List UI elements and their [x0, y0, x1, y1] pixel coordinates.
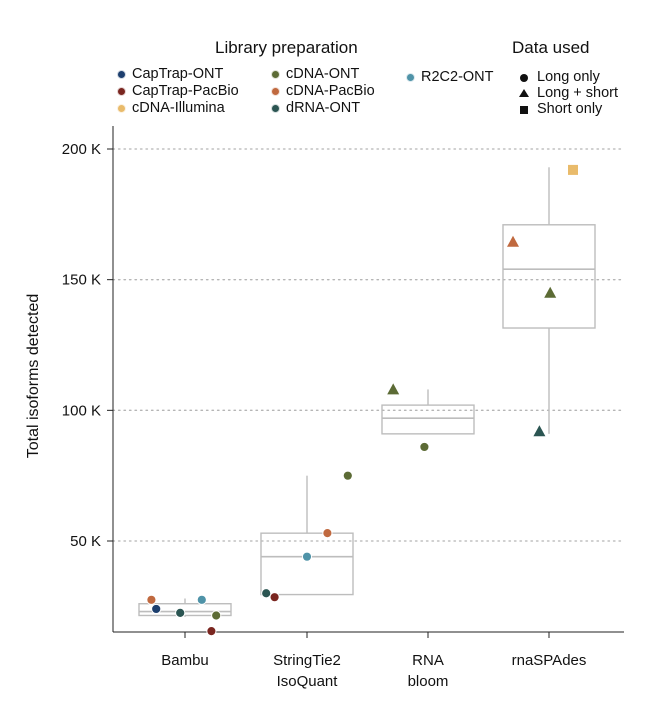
legend-marker [117, 69, 126, 79]
point-cdna-ont [387, 383, 400, 395]
x-tick-label: StringTie2 [273, 652, 341, 669]
legend-item-square: Short only [518, 101, 602, 117]
x-tick-label: IsoQuant [277, 673, 339, 690]
legend-item-cdna-ont: cDNA-ONT [271, 66, 359, 82]
legend-item-cdna-pacbio: cDNA-PacBio [271, 83, 375, 99]
axes: 50 K 100 K 150 K 200 K Bambu StringTie2 IsoQua… [62, 126, 624, 690]
point-drna-ont [533, 425, 546, 437]
point-cdna-illumina [568, 164, 578, 175]
legend-marker [117, 103, 126, 113]
legend-item-captrap-pacbio: CapTrap-PacBio [117, 83, 239, 99]
x-tick-label: rnaSPAdes [512, 652, 587, 669]
point-cdna-ont [211, 610, 222, 621]
legend-item-triangle: Long + short [518, 85, 618, 101]
boxes [138, 167, 596, 617]
legend-item-captrap-ont: CapTrap-ONT [117, 66, 223, 82]
x-tick-label: RNA [412, 652, 444, 669]
points [146, 164, 578, 637]
point-cdna-pacbio [322, 528, 333, 539]
triangle-icon [518, 87, 532, 99]
legend-label: Short only [537, 101, 603, 117]
point-captrap-pacbio [269, 592, 280, 603]
legend-label: cDNA-ONT [286, 66, 360, 82]
point-cdna-ont [544, 286, 557, 298]
point-r2c2-ont [301, 551, 313, 562]
data-legend-title: Data used [512, 38, 590, 57]
box-iqr [260, 532, 354, 596]
legend-label: R2C2-ONT [421, 69, 494, 85]
legend-label: CapTrap-PacBio [132, 83, 239, 99]
legend-label: Long only [537, 69, 600, 85]
point-r2c2-ont [196, 594, 207, 605]
box-1 [260, 475, 354, 596]
point-cdna-ont [342, 470, 353, 481]
legend-label: dRNA-ONT [286, 100, 361, 116]
y-tick-label: 50 K [70, 533, 101, 550]
legend-label: Long + short [537, 85, 619, 101]
point-drna-ont [175, 607, 186, 618]
legend-marker [271, 69, 280, 79]
y-tick-label: 200 K [62, 141, 101, 158]
square-icon [518, 103, 532, 115]
point-captrap-pacbio [206, 626, 217, 637]
legend-marker [406, 72, 415, 82]
box-iqr [381, 404, 475, 435]
legend-marker [117, 86, 126, 96]
circle-icon [518, 71, 532, 83]
library-legend-title: Library preparation [215, 38, 358, 57]
point-cdna-pacbio [507, 235, 519, 247]
box-iqr [138, 603, 232, 617]
point-cdna-ont [419, 441, 430, 453]
point-captrap-ont [151, 603, 162, 615]
legend-item-drna-ont: dRNA-ONT [271, 100, 360, 116]
legend-item-circle: Long only [518, 69, 600, 85]
point-cdna-pacbio [146, 594, 157, 605]
legend-marker [271, 103, 280, 113]
box-iqr [502, 224, 596, 329]
y-tick-label: 150 K [62, 272, 101, 289]
legend-marker [271, 86, 280, 96]
legend-label: cDNA-PacBio [286, 83, 375, 99]
box-2 [381, 389, 475, 435]
x-tick-label: bloom [408, 673, 449, 690]
y-tick-label: 100 K [62, 402, 101, 419]
x-tick-label: Bambu [161, 652, 209, 669]
legend-item-cdna-illumina: cDNA-Illumina [117, 100, 225, 116]
legend-label: cDNA-Illumina [132, 100, 225, 116]
point-drna-ont [261, 588, 272, 599]
legend-item-r2c2-ont: R2C2-ONT [406, 69, 494, 85]
box-3 [502, 167, 596, 434]
y-axis-label: Total isoforms detected [25, 294, 42, 459]
gridlines [112, 148, 625, 542]
legend-label: CapTrap-ONT [132, 66, 224, 82]
